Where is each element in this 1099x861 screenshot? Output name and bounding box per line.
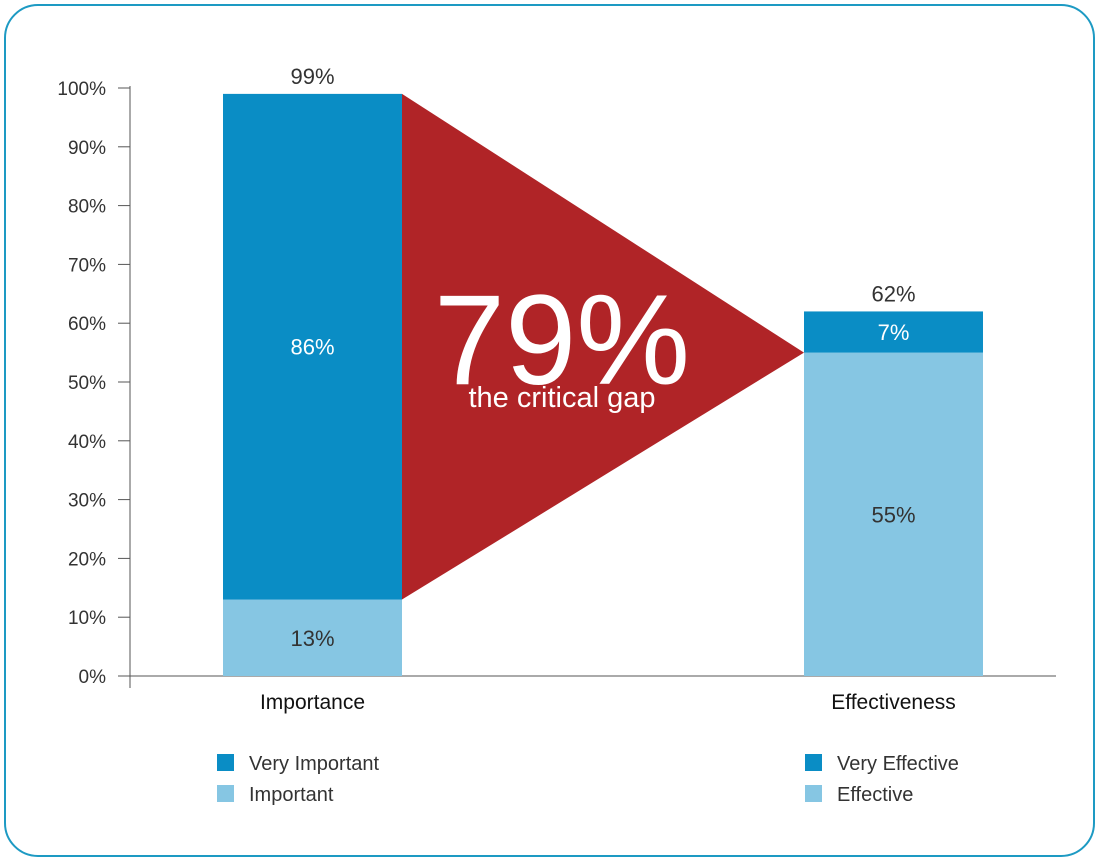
data-label-very-effective: 7%: [878, 320, 910, 345]
legend-label: Very Effective: [837, 753, 959, 775]
legend-label: Very Important: [249, 753, 380, 775]
y-tick-label: 80%: [68, 197, 106, 218]
total-label-effectiveness: 62%: [871, 281, 915, 306]
y-tick-label: 0%: [79, 667, 107, 688]
data-label-effective: 55%: [871, 502, 915, 527]
legend-swatch: [805, 785, 822, 802]
legend-label: Important: [249, 784, 334, 806]
critical-gap-wedge: [402, 93, 804, 600]
gap-value: 79%: [434, 269, 690, 412]
y-tick-label: 60%: [68, 314, 106, 335]
bar-very-effective: [804, 311, 983, 353]
y-tick-label: 90%: [68, 138, 106, 159]
y-tick-label: 70%: [68, 255, 106, 276]
y-tick-label: 50%: [68, 373, 106, 394]
legend-label: Effective: [837, 784, 913, 806]
y-tick-label: 100%: [57, 79, 106, 100]
data-label-important: 13%: [290, 626, 334, 651]
bar-effective: [804, 352, 983, 676]
x-category-label: Importance: [260, 691, 365, 714]
x-category-label: Effectiveness: [831, 691, 956, 714]
gap-caption: the critical gap: [469, 382, 656, 414]
bar-important: [223, 599, 402, 676]
y-tick-label: 40%: [68, 432, 106, 453]
legend-swatch: [217, 754, 234, 771]
y-tick-label: 20%: [68, 549, 106, 570]
y-tick-label: 30%: [68, 491, 106, 512]
total-label-importance: 99%: [290, 64, 334, 89]
legend-swatch: [217, 785, 234, 802]
bar-very-important: [223, 93, 402, 600]
data-label-very-important: 86%: [290, 335, 334, 360]
legend-swatch: [805, 754, 822, 771]
y-tick-label: 10%: [68, 608, 106, 629]
